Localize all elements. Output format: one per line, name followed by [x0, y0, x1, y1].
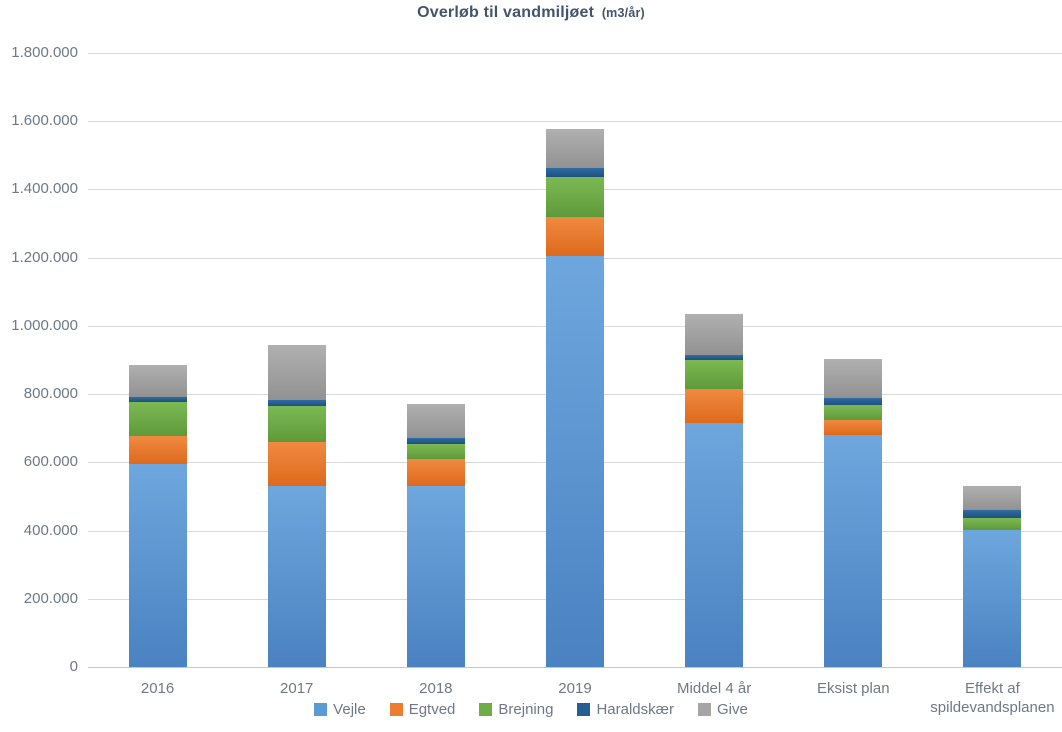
x-axis-label: 2019	[558, 680, 592, 697]
legend-item-vejle: Vejle	[314, 701, 366, 718]
y-axis-tick-label: 1.000.000	[11, 316, 78, 334]
legend-label: Haraldskær	[596, 701, 674, 718]
x-axis-label: 2018	[419, 680, 453, 697]
bar-segment-vejle	[963, 529, 1022, 667]
bar-segment-give	[824, 359, 883, 398]
bar-segment-egtved	[546, 217, 604, 256]
gridline	[88, 121, 1062, 123]
chart-title-text: Overløb til vandmiljøet	[417, 4, 595, 21]
bar-segment-vejle	[406, 486, 465, 667]
chart-title: Overløb til vandmiljøet (m3/år)	[0, 4, 1062, 22]
bar-segment-brejning	[267, 405, 326, 442]
bar-segment-give	[267, 345, 326, 400]
bar-segment-vejle	[546, 255, 604, 667]
legend: Vejle Egtved Brejning Haraldskær Give	[0, 701, 1062, 718]
legend-item-egtved: Egtved	[389, 701, 456, 718]
bar-segment-brejning	[128, 402, 187, 437]
bar-segment-give	[406, 404, 465, 439]
x-axis-label: 2017	[280, 680, 314, 697]
bar-segment-egtved	[685, 388, 744, 424]
bar-segment-give	[546, 129, 604, 168]
y-axis-tick-label: 200.000	[23, 589, 78, 607]
y-axis-tick-label: 800.000	[23, 385, 78, 403]
bar-segment-egtved	[128, 436, 187, 465]
bar-segment-brejning	[824, 404, 883, 420]
bar-segment-give	[685, 313, 744, 355]
y-axis-tick-label: 1.400.000	[11, 180, 78, 198]
legend-swatch-icon	[389, 703, 403, 716]
x-axis-line	[88, 667, 1062, 668]
legend-item-haraldsk-r: Haraldskær	[577, 701, 674, 718]
legend-label: Brejning	[498, 701, 554, 718]
bar-segment-haraldsk-r	[128, 397, 187, 403]
legend-swatch-icon	[314, 703, 328, 716]
x-axis-label: Effekt af spildevandsplanen	[930, 680, 1055, 716]
bar-segment-vejle	[824, 435, 883, 667]
bar-segment-vejle	[128, 464, 187, 667]
legend-swatch-icon	[697, 703, 711, 716]
y-axis-tick-label: 1.200.000	[11, 248, 78, 266]
x-axis-label: Middel 4 år	[677, 680, 752, 697]
x-axis-label: Eksist plan	[817, 680, 890, 697]
bar-segment-haraldsk-r	[963, 509, 1022, 518]
bar-segment-brejning	[685, 360, 744, 389]
legend-label: Give	[716, 701, 748, 718]
y-axis-tick-label: 1.800.000	[11, 44, 78, 61]
legend-swatch-icon	[577, 703, 591, 716]
bar-segment-give	[128, 365, 187, 398]
bar-segment-haraldsk-r	[824, 397, 883, 405]
bar-segment-haraldsk-r	[546, 167, 604, 178]
y-axis-tick-label: 600.000	[23, 453, 78, 471]
bar-segment-egtved	[824, 419, 883, 436]
bar-segment-brejning	[546, 177, 604, 218]
bar-segment-haraldsk-r	[685, 354, 744, 360]
legend-item-brejning: Brejning	[479, 701, 553, 718]
y-axis-tick-label: 0	[69, 658, 78, 675]
bar-segment-vejle	[267, 485, 326, 667]
chart-title-unit: (m3/år)	[601, 6, 645, 20]
bar-segment-egtved	[406, 459, 465, 487]
y-axis-tick-label: 1.600.000	[11, 112, 78, 130]
bar-segment-egtved	[267, 441, 326, 486]
bar-segment-brejning	[963, 517, 1022, 530]
legend-label: Vejle	[333, 701, 366, 718]
legend-swatch-icon	[479, 703, 493, 716]
y-axis-tick-label: 400.000	[23, 521, 78, 539]
x-axis-label: 2016	[140, 680, 175, 697]
legend-item-give: Give	[697, 701, 748, 718]
bar-segment-haraldsk-r	[406, 438, 465, 444]
bar-segment-haraldsk-r	[267, 399, 326, 406]
legend-label: Egtved	[408, 701, 456, 718]
bar-segment-brejning	[406, 443, 465, 460]
bar-segment-vejle	[685, 423, 744, 667]
bar-segment-give	[963, 485, 1022, 510]
gridline	[88, 53, 1062, 54]
